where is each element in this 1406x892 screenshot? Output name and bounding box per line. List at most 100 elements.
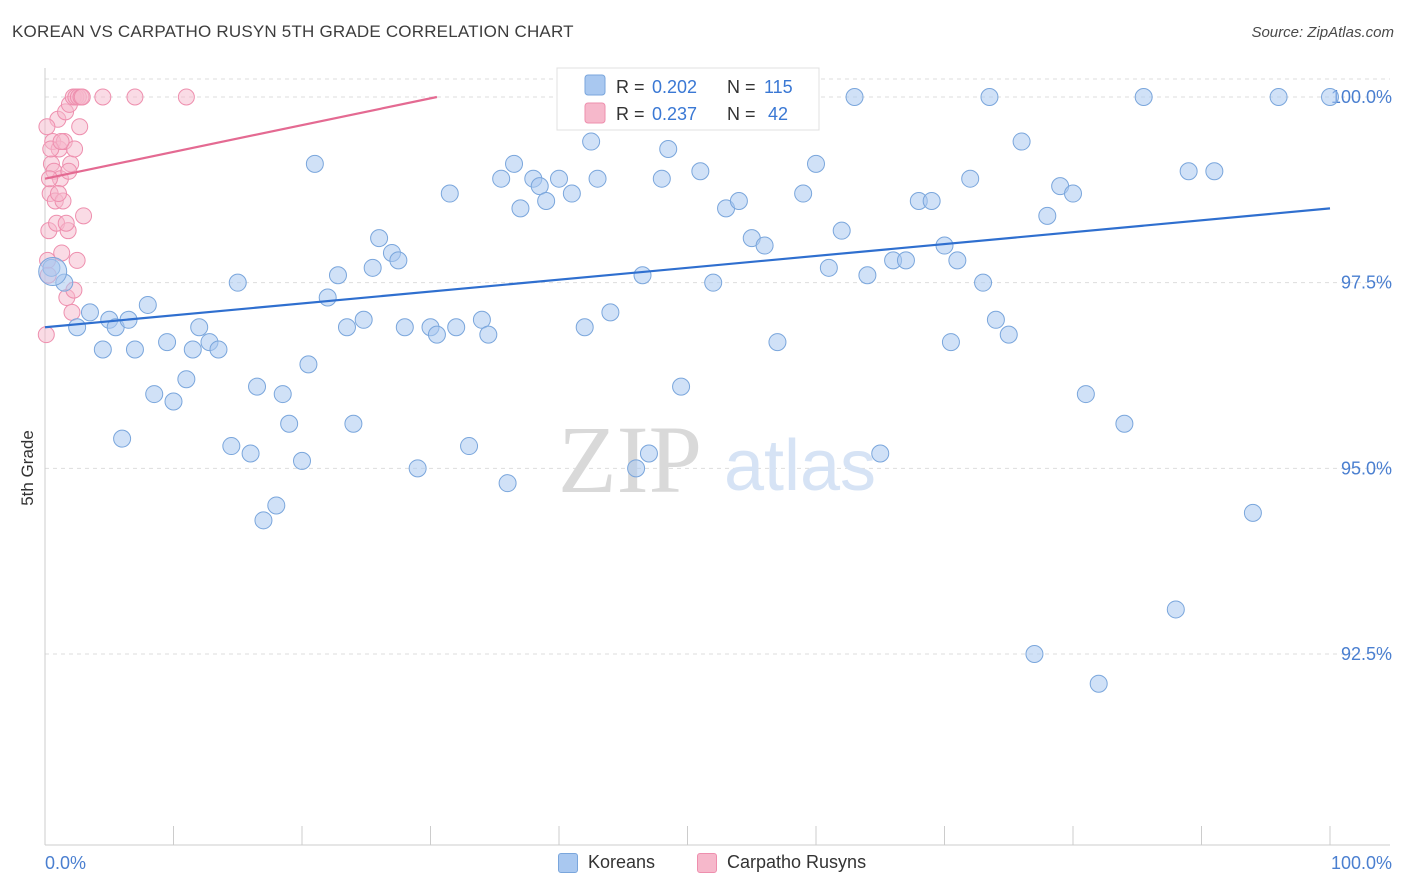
legend-koreans-r-label: R = [616,77,645,97]
korean-point-10 [138,295,157,314]
korean-point-32 [337,318,356,337]
rusyn-point-35 [52,133,70,151]
rusyn-point-22 [66,140,84,158]
koreans-trend-line [44,207,1331,329]
korean-point-19 [222,437,241,456]
korean-point-30 [318,288,337,307]
korean-point-50 [505,154,524,173]
korean-point-94 [986,310,1005,329]
korean-point-11 [145,385,164,404]
korean-point-22 [248,377,267,396]
korean-point-45 [460,437,479,456]
koreans-swatch [558,852,578,873]
korean-point-96 [1012,132,1031,151]
korean-point-38 [389,251,408,270]
korean-point-108 [1243,503,1262,522]
korean-point-106 [1179,162,1198,181]
korean-point-13 [164,392,183,411]
koreans-legend-label: Koreans [588,852,656,872]
x-tick-labels: 0.0% 100.0% [45,853,1392,873]
rusyn-point-24 [68,251,86,269]
korean-point-110 [1321,88,1339,106]
legend-rusyns-n-label: N = [727,104,756,124]
rusyns-legend-label: Carpatho Rusyns [727,852,867,872]
y-tick-label-2: 97.5% [1341,273,1392,293]
korean-point-97 [1025,645,1044,663]
legend-koreans-n-value: 115 [764,77,793,97]
rusyn-point-26 [71,118,89,136]
korean-point-49 [498,474,517,493]
y-tick-label-3: 100.0% [1331,87,1392,107]
rusyn-point-37 [60,162,78,180]
korean-point-2 [68,318,87,337]
y-tick-labels: 92.5% 95.0% 97.5% 100.0% [1331,87,1392,664]
korean-point-75 [768,333,787,352]
korean-point-46 [472,310,491,329]
korean-point-66 [659,139,678,158]
korean-point-9 [125,340,144,359]
x-tick-label-1: 100.0% [1331,853,1392,873]
korean-point-103 [1115,414,1134,433]
korean-point-98 [1038,206,1057,225]
legend-rusyns-r-value: 0.237 [652,104,697,124]
korean-point-69 [691,162,710,181]
bottom-legend-carpatho-rusyns[interactable]: Carpatho Rusyns [697,852,866,873]
korean-point-67 [672,377,691,396]
rusyn-point-41 [177,88,195,106]
legend-koreans-swatch [584,74,606,96]
korean-point-87 [922,191,941,210]
korean-point-20 [228,273,247,292]
bottom-legend-koreans[interactable]: Koreans [558,852,655,873]
rusyn-point-30 [38,118,56,136]
korean-point-24 [267,496,286,515]
korean-point-81 [845,88,864,106]
korean-point-93 [980,88,999,106]
korean-point-85 [896,251,915,270]
korean-point-12 [158,333,177,352]
korean-point-54 [537,191,556,210]
korean-point-64 [639,444,658,463]
chart-title: KOREAN VS CARPATHO RUSYN 5TH GRADE CORRE… [12,22,574,41]
korean-point-26 [280,414,299,433]
rusyn-point-36 [57,214,75,232]
korean-point-7 [113,429,132,448]
rusyn-point-28 [73,88,91,106]
korean-point-63 [633,266,652,285]
korean-point-16 [190,318,209,337]
korean-point-107 [1205,162,1224,181]
korean-point-74 [755,236,774,255]
korean-point-78 [807,154,825,173]
korean-point-95 [999,325,1018,344]
trend-lines [44,95,1331,329]
korean-point-90 [948,251,967,270]
rusyn-point-29 [75,207,93,225]
korean-point-35 [363,258,382,277]
koreans-points [38,88,1339,693]
bottom-legend: Koreans Carpatho Rusyns [0,852,1406,878]
legend-rusyns-n-value: 42 [768,104,788,124]
korean-point-104 [1134,88,1153,106]
korean-point-62 [627,459,646,478]
rusyn-point-39 [94,88,112,106]
korean-point-21 [241,444,260,463]
korean-point-cluster [38,257,68,287]
x-tick-label-0: 0.0% [45,853,86,873]
korean-point-65 [652,169,671,188]
korean-point-47 [479,325,498,344]
korean-point-4 [93,340,112,359]
korean-point-23 [254,511,273,530]
korean-point-3 [80,303,99,322]
legend-box: R = 0.202 N = 115 R = 0.237 N = 42 [556,67,820,131]
rusyns-swatch [697,852,717,873]
carpatho-rusyns-points [37,88,195,344]
korean-point-39 [395,318,414,337]
rusyn-point-40 [126,88,144,106]
watermark-atlas: atlas [724,426,876,506]
korean-point-15 [183,340,202,359]
korean-point-14 [177,370,196,389]
rusyns-trend-line [44,95,438,180]
korean-point-31 [328,266,347,285]
y-tick-label-1: 95.0% [1341,458,1392,478]
watermark: ZIP atlas [558,406,876,513]
